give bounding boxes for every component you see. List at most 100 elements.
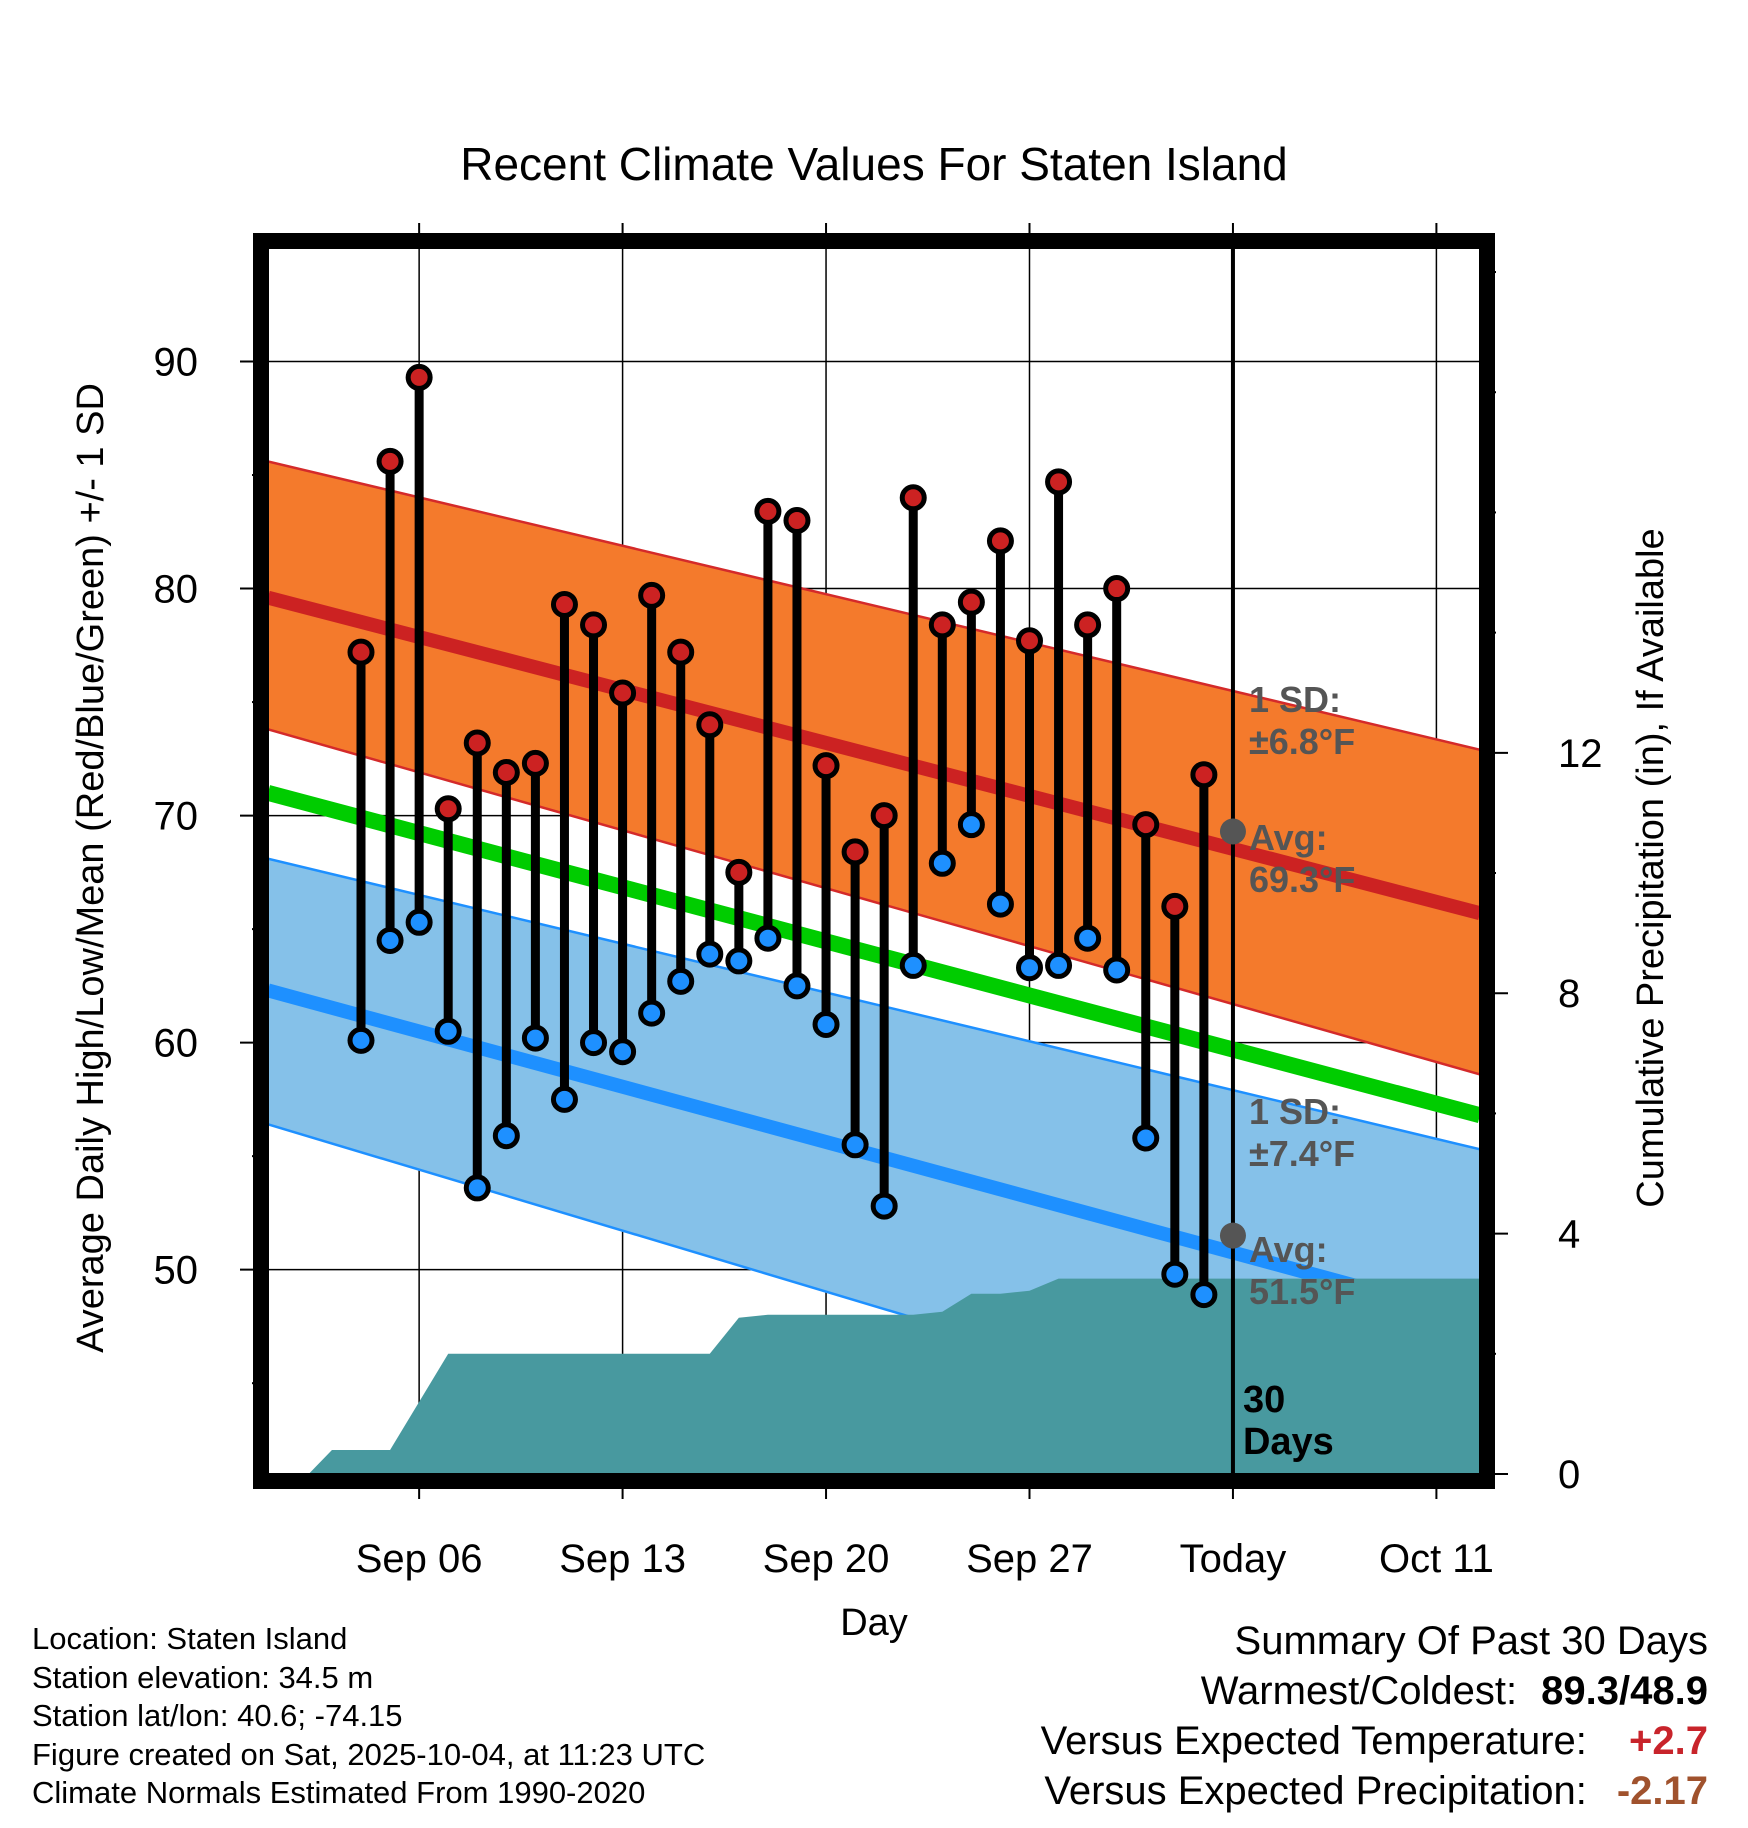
- daily-high-point: [1161, 892, 1189, 920]
- daily-low-point: [347, 1026, 375, 1054]
- daily-high-point: [1132, 811, 1160, 839]
- daily-low-point: [580, 1029, 608, 1057]
- y2-tick-label: 12: [1558, 732, 1603, 776]
- daily-low-point: [1045, 951, 1073, 979]
- y-tick-label: 60: [154, 1022, 199, 1066]
- station-info: Location: Staten Island Station elevatio…: [32, 1620, 705, 1813]
- daily-high-point: [638, 581, 666, 609]
- daily-high-point: [1190, 761, 1218, 789]
- daily-high-point: [986, 527, 1014, 555]
- y-tick-label: 80: [154, 568, 199, 612]
- daily-high-point: [1015, 627, 1043, 655]
- high-sd-label: 1 SD:: [1249, 679, 1341, 720]
- daily-low-point: [463, 1174, 491, 1202]
- summary-slash: /: [1619, 1669, 1631, 1713]
- x-tick-label: Sep 27: [966, 1537, 1093, 1581]
- summary-temp-value: +2.7: [1629, 1719, 1708, 1763]
- daily-high-point: [463, 729, 491, 757]
- daily-low-point: [521, 1024, 549, 1052]
- y2-axis-title: Cumulative Precipitation (in), If Availa…: [1630, 528, 1672, 1207]
- daily-high-point: [609, 679, 637, 707]
- y-tick-label: 90: [154, 341, 199, 385]
- daily-high-point: [1045, 468, 1073, 496]
- daily-low-point: [870, 1192, 898, 1220]
- summary-precip-value: -2.17: [1616, 1769, 1708, 1813]
- daily-low-point: [1103, 956, 1131, 984]
- summary-warm-label: Warmest/Coldest:: [1200, 1669, 1518, 1713]
- days-label-number: 30: [1243, 1379, 1285, 1421]
- daily-low-point: [725, 947, 753, 975]
- x-tick-label: Sep 20: [763, 1537, 890, 1581]
- daily-high-point: [783, 506, 811, 534]
- daily-high-point: [754, 497, 782, 525]
- daily-low-point: [609, 1038, 637, 1066]
- daily-high-point: [696, 711, 724, 739]
- low-avg-value: 51.5°F: [1249, 1271, 1355, 1312]
- summary-warm-values: 89.3/48.9: [1541, 1669, 1708, 1713]
- daily-high-point: [899, 484, 927, 512]
- low-sd-band-upper-edge: [268, 857, 1480, 1151]
- summary-warmest: 89.3: [1541, 1669, 1620, 1713]
- summary-warm-row: Warmest/Coldest: 89.3/48.9: [1041, 1666, 1708, 1716]
- daily-high-point: [376, 447, 404, 475]
- low-sd-label: 1 SD:: [1249, 1091, 1341, 1132]
- daily-low-point: [696, 940, 724, 968]
- daily-low-point: [1074, 924, 1102, 952]
- daily-high-point: [521, 749, 549, 777]
- summary-coldest: 48.9: [1630, 1669, 1708, 1713]
- daily-low-point: [783, 972, 811, 1000]
- daily-low-point: [986, 890, 1014, 918]
- summary-precip-label: Versus Expected Precipitation:: [1044, 1769, 1587, 1813]
- y2-axis: 0 4 8 12: [1487, 271, 1603, 1497]
- high-sd-band-lower-edge: [268, 728, 1480, 1076]
- daily-high-point: [928, 611, 956, 639]
- daily-low-point: [1132, 1124, 1160, 1152]
- y2-tick-label: 0: [1558, 1453, 1580, 1497]
- daily-low-point: [841, 1131, 869, 1159]
- summary-precip-row: Versus Expected Precipitation: -2.17: [1041, 1766, 1708, 1816]
- daily-high-point: [841, 838, 869, 866]
- high-avg-value: 69.3°F: [1249, 859, 1355, 900]
- high-avg-label: Avg:: [1249, 817, 1328, 858]
- x-tick-label: Oct 11: [1379, 1537, 1494, 1581]
- low-avg-label: Avg:: [1249, 1229, 1328, 1270]
- daily-high-point: [667, 638, 695, 666]
- daily-high-point: [550, 590, 578, 618]
- daily-low-point: [899, 951, 927, 979]
- daily-high-point: [870, 802, 898, 830]
- summary-panel: Summary Of Past 30 Days Warmest/Coldest:…: [1041, 1616, 1708, 1816]
- summary-title: Summary Of Past 30 Days: [1234, 1619, 1708, 1663]
- x-tick-label: Sep 06: [356, 1537, 483, 1581]
- daily-low-point: [928, 849, 956, 877]
- daily-high-point: [405, 363, 433, 391]
- daily-low-point: [1190, 1281, 1218, 1309]
- daily-high-point: [347, 638, 375, 666]
- today-high-avg-marker: [1219, 818, 1246, 845]
- daily-low-point: [812, 1010, 840, 1038]
- daily-observations: [347, 363, 1218, 1309]
- y2-tick-label: 4: [1558, 1213, 1580, 1257]
- daily-low-point: [550, 1085, 578, 1113]
- mean-line: [268, 785, 1480, 1124]
- daily-low-point: [667, 967, 695, 995]
- days-label-text: Days: [1243, 1421, 1334, 1463]
- daily-low-point: [492, 1122, 520, 1150]
- daily-high-point: [1103, 575, 1131, 603]
- daily-low-point: [434, 1017, 462, 1045]
- x-tick-label: Sep 13: [559, 1537, 686, 1581]
- info-normals: Climate Normals Estimated From 1990-2020: [32, 1775, 646, 1810]
- chart-title: Recent Climate Values For Staten Island: [460, 138, 1288, 190]
- x-tick-label: Today: [1180, 1537, 1287, 1581]
- precip-area: [308, 1278, 1480, 1474]
- daily-high-point: [957, 588, 985, 616]
- y-axis-title: Average Daily High/Low/Mean (Red/Blue/Gr…: [70, 383, 112, 1353]
- plot-frame: [253, 233, 1495, 1489]
- info-location: Location: Staten Island: [32, 1621, 348, 1656]
- high-avg-line: [268, 590, 1480, 920]
- daily-low-point: [405, 908, 433, 936]
- y2-tick-label: 8: [1558, 972, 1580, 1016]
- daily-high-point: [812, 752, 840, 780]
- info-elevation: Station elevation: 34.5 m: [32, 1659, 374, 1695]
